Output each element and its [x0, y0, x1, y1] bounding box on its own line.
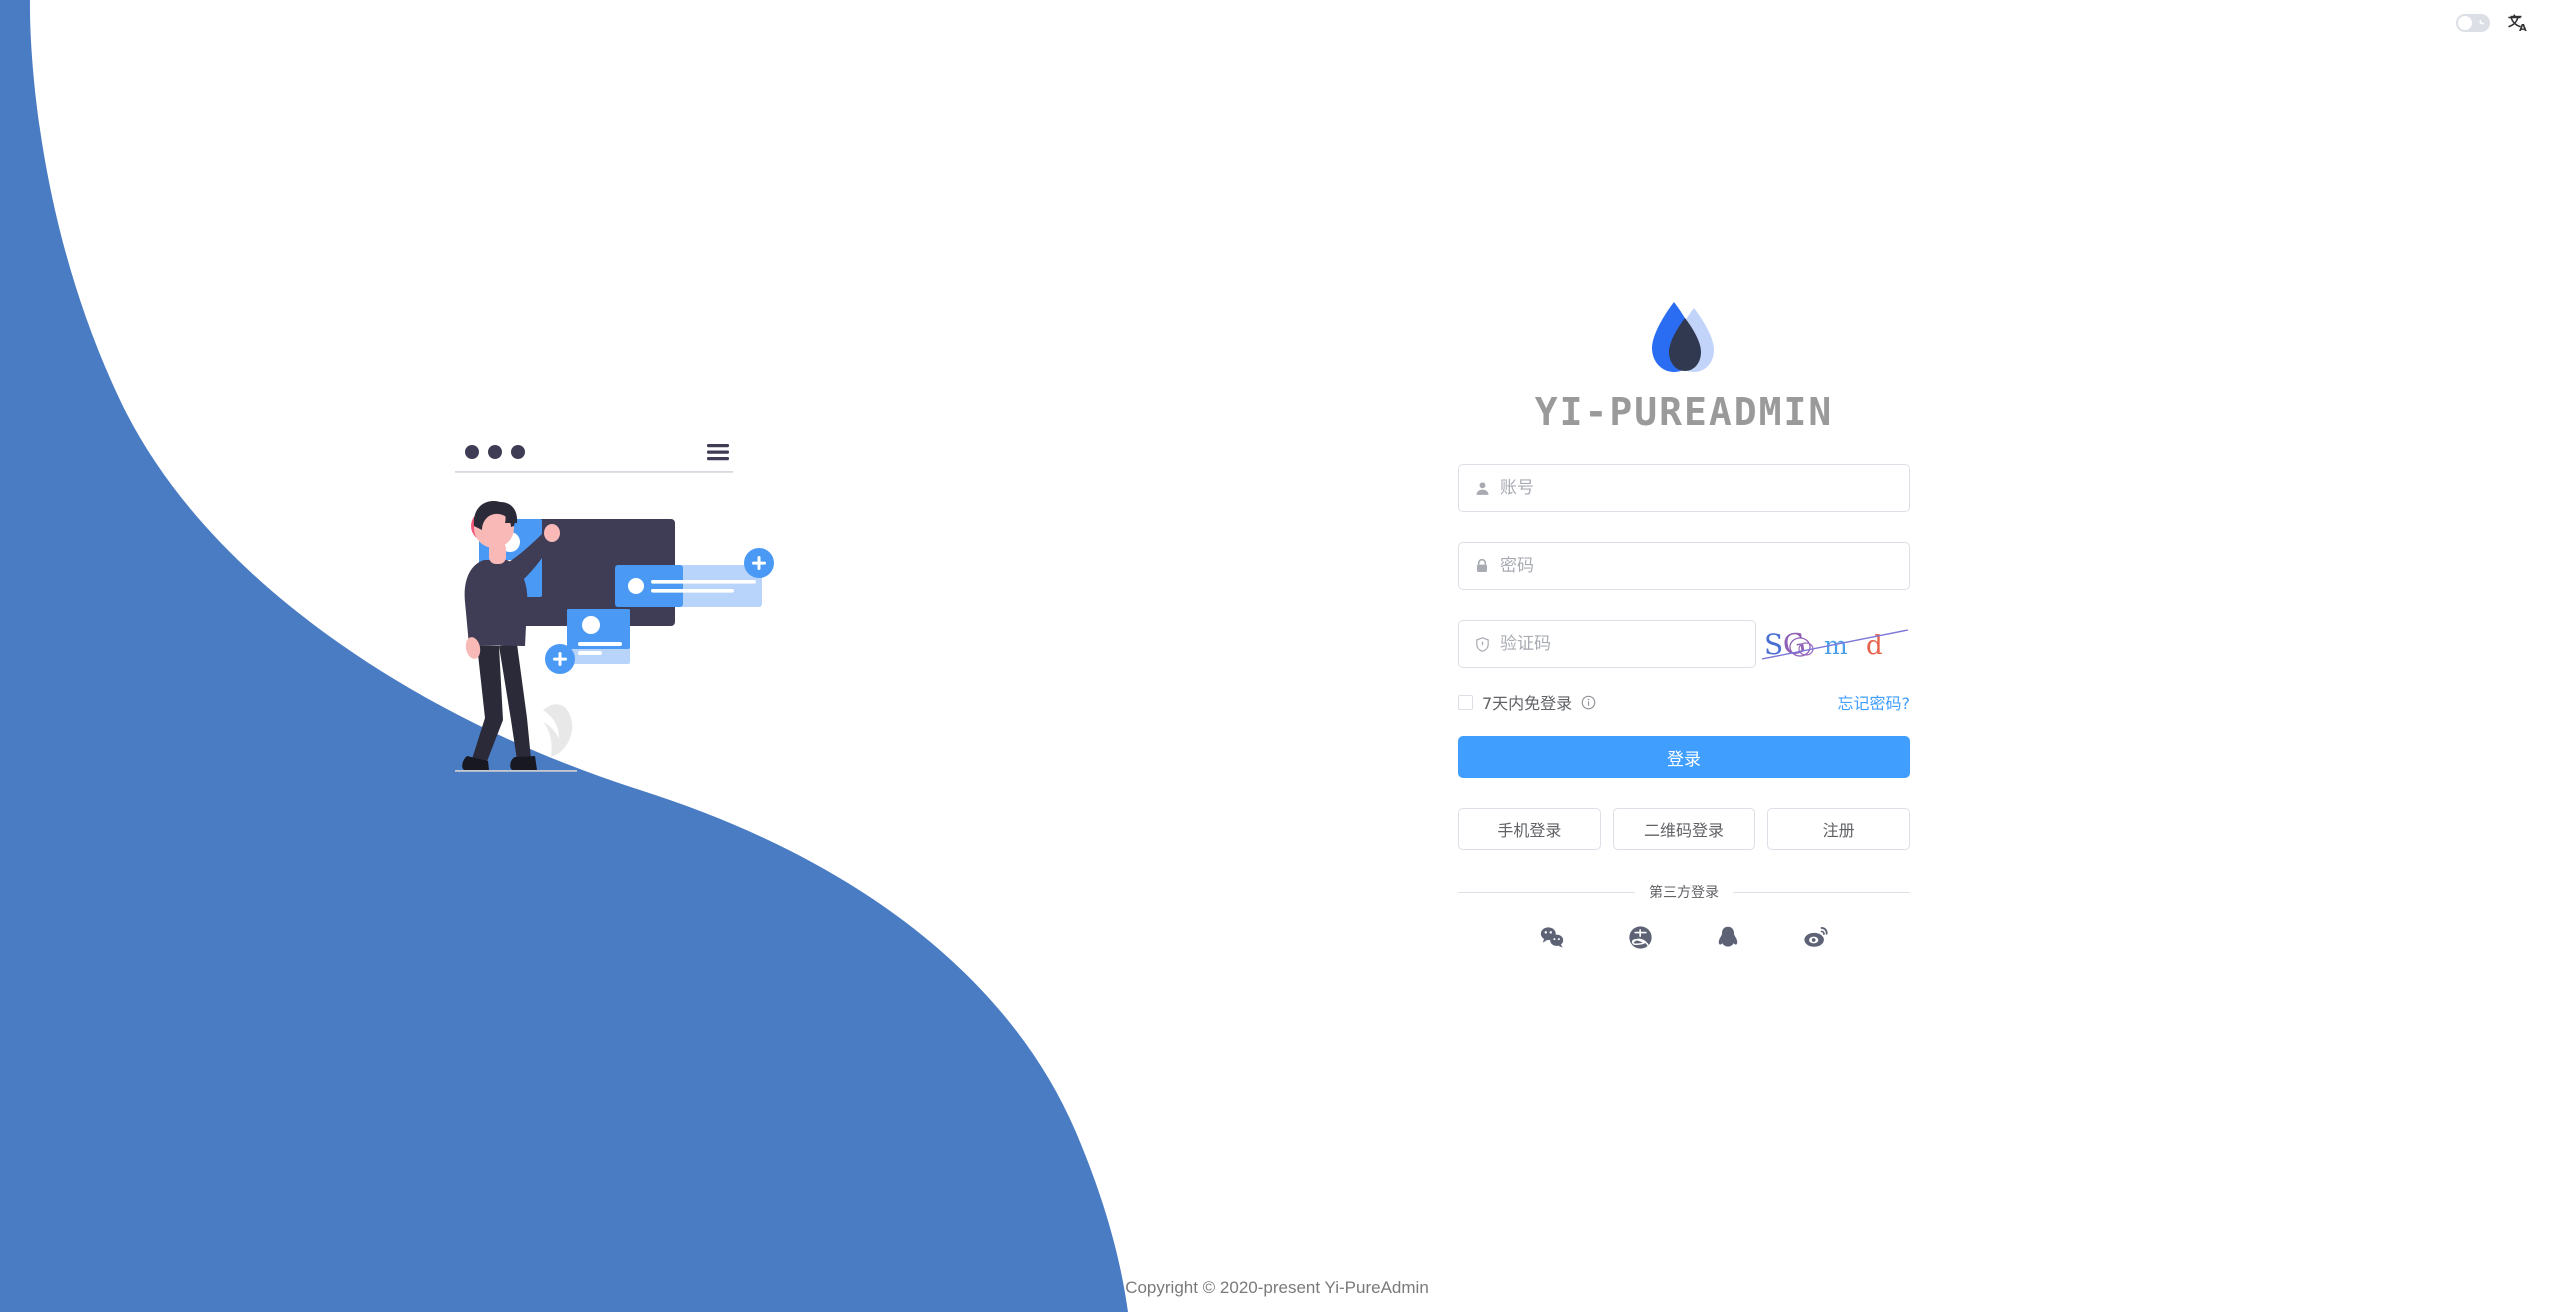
- captcha-image[interactable]: S G m d: [1762, 621, 1910, 667]
- page-title: YI-PUREADMIN: [1534, 390, 1834, 434]
- lock-icon: [1473, 557, 1491, 575]
- username-input[interactable]: 账号: [1458, 464, 1910, 512]
- username-field-row: 账号: [1458, 464, 1910, 512]
- toggle-knob: [2458, 16, 2472, 30]
- captcha-field-row: 验证码 S G m d: [1458, 620, 1910, 668]
- top-controls: 文 A: [2456, 0, 2554, 46]
- alipay-icon[interactable]: [1627, 924, 1653, 950]
- checkbox-box[interactable]: [1458, 694, 1473, 710]
- user-icon: [1473, 479, 1491, 497]
- logo-wrap: [1458, 300, 1910, 384]
- password-input[interactable]: 密码: [1458, 542, 1910, 590]
- qrcode-login-button[interactable]: 二维码登录: [1612, 808, 1756, 850]
- info-circle-icon[interactable]: [1581, 695, 1596, 710]
- login-panel: YI-PUREADMIN 账号: [1458, 300, 1911, 950]
- captcha-placeholder: 验证码: [1500, 633, 1551, 654]
- third-party-divider: 第三方登录: [1458, 882, 1910, 902]
- phone-login-button[interactable]: 手机登录: [1458, 808, 1601, 850]
- translate-icon[interactable]: 文 A: [2506, 10, 2532, 36]
- svg-text:文: 文: [2508, 14, 2522, 30]
- wechat-icon[interactable]: [1539, 924, 1565, 950]
- divider-label: 第三方登录: [1649, 885, 1719, 901]
- svg-text:A: A: [2519, 23, 2527, 34]
- password-placeholder: 密码: [1500, 555, 1534, 576]
- forgot-password-link[interactable]: 忘记密码?: [1837, 694, 1911, 713]
- remember-label: 7天内免登录: [1482, 694, 1573, 713]
- svg-text:S: S: [1764, 628, 1783, 661]
- footer-copyright: Copyright © 2020-present Yi-PureAdmin: [1125, 1278, 1429, 1297]
- username-placeholder: 账号: [1500, 477, 1534, 498]
- water-drop-logo: [1652, 302, 1714, 372]
- divider-line-right: [1733, 891, 1910, 893]
- login-button[interactable]: 登录: [1458, 736, 1910, 778]
- register-button[interactable]: 注册: [1767, 808, 1911, 850]
- captcha-input[interactable]: 验证码: [1458, 620, 1756, 668]
- options-row: 7天内免登录 忘记密码?: [1458, 690, 1910, 714]
- qq-icon[interactable]: [1715, 924, 1741, 950]
- login-illustration: [455, 444, 774, 772]
- alt-login-buttons: 手机登录 二维码登录 注册: [1458, 808, 1911, 850]
- password-field-row: 密码: [1458, 542, 1910, 590]
- dark-mode-toggle[interactable]: [2456, 14, 2490, 32]
- illustration-window-header: [455, 444, 733, 473]
- moon-icon: [2479, 19, 2485, 25]
- divider-line-left: [1458, 891, 1635, 893]
- svg-text:d: d: [1866, 631, 1883, 661]
- svg-text:G: G: [1781, 626, 1808, 662]
- shield-icon: [1473, 635, 1491, 653]
- social-login-row: [1458, 924, 1910, 950]
- weibo-icon[interactable]: [1803, 924, 1829, 950]
- remember-checkbox[interactable]: 7天内免登录: [1458, 690, 1596, 714]
